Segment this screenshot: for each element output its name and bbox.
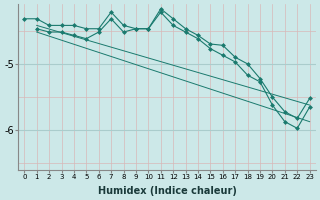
X-axis label: Humidex (Indice chaleur): Humidex (Indice chaleur) [98,186,236,196]
